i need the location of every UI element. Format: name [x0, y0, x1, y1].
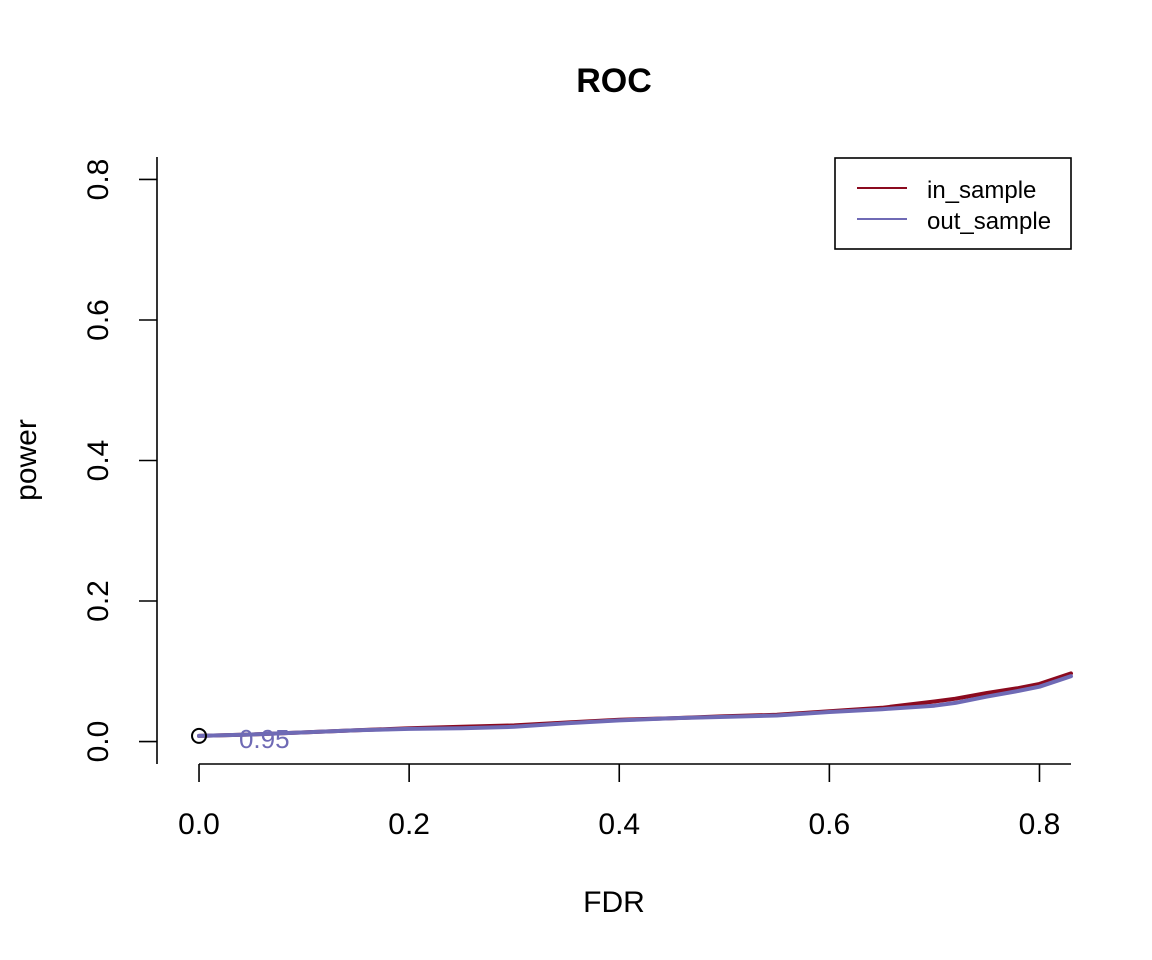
threshold-label: 0.95 [239, 724, 290, 754]
axes: 0.0 0.2 0.4 0.6 0.8 0.0 0.2 0.4 0.6 0.8 [82, 157, 1071, 841]
x-tick-label: 0.8 [1019, 808, 1061, 841]
legend-label-out-sample: out_sample [927, 208, 1051, 235]
legend: in_sample out_sample [834, 157, 1072, 250]
series-line-out-sample [197, 674, 1073, 738]
x-axis-label: FDR [583, 886, 645, 919]
plot-annotations: 0.95 [191, 724, 290, 754]
y-tick-label: 0.4 [82, 440, 115, 482]
y-tick-label: 0.6 [82, 299, 115, 341]
y-tick-label: 0.8 [82, 159, 115, 201]
x-tick-label: 0.4 [598, 808, 640, 841]
x-tick-label: 0.0 [178, 808, 220, 841]
y-axis-label: power [10, 419, 43, 501]
plot-lines [197, 671, 1073, 738]
y-tick-label: 0.2 [82, 580, 115, 622]
y-tick-label: 0.0 [82, 721, 115, 763]
x-tick-label: 0.2 [388, 808, 430, 841]
legend-box [834, 157, 1072, 250]
threshold-point-marker [191, 727, 208, 744]
chart-title: ROC [576, 62, 652, 100]
x-tick-label: 0.6 [809, 808, 851, 841]
legend-label-in-sample: in_sample [927, 177, 1036, 204]
